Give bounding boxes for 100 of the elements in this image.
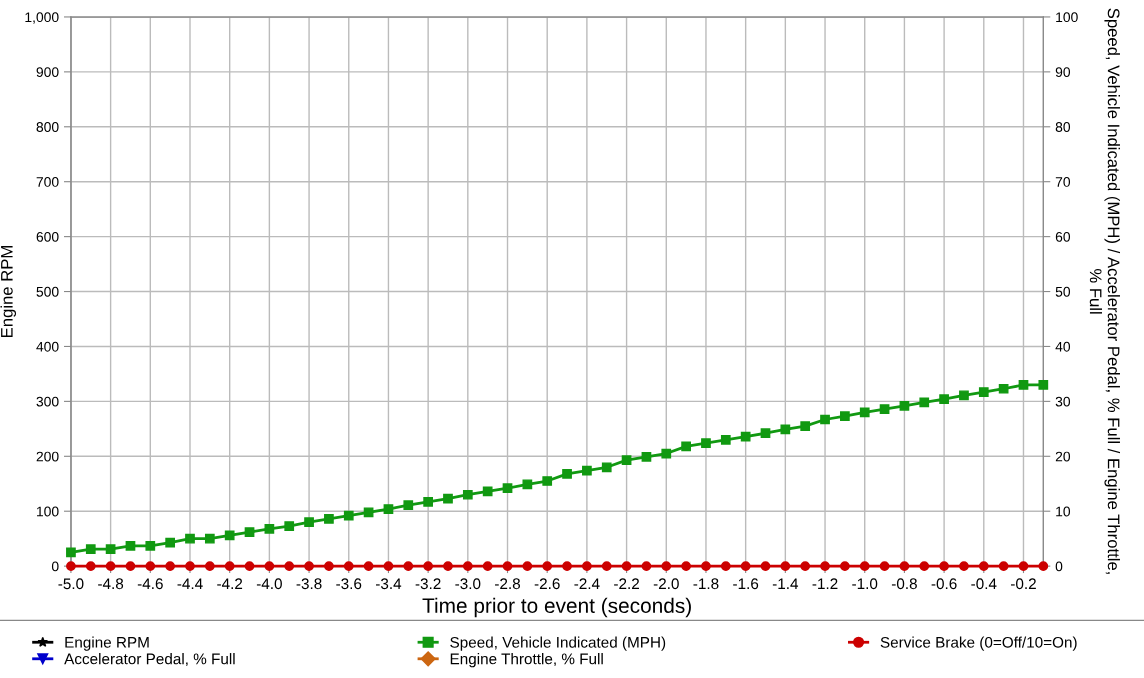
point	[363, 507, 374, 518]
y2-tick-label: 0	[1055, 561, 1063, 572]
point	[820, 561, 830, 571]
point	[998, 383, 1009, 394]
point	[740, 561, 751, 571]
point	[720, 434, 731, 445]
y-tick-label: 400	[36, 341, 59, 352]
point	[105, 561, 116, 571]
x-tick-label: -4.6	[137, 578, 163, 590]
point	[681, 561, 691, 571]
y-tick-label: 200	[36, 451, 59, 462]
x-tick-label: -2.2	[614, 578, 639, 590]
point	[919, 561, 930, 571]
point	[959, 561, 969, 571]
point	[284, 521, 295, 531]
point	[562, 469, 572, 479]
point	[244, 527, 255, 537]
point	[601, 462, 612, 473]
x-axis-title: Time prior to event (seconds)	[422, 597, 691, 618]
point	[462, 489, 473, 500]
point	[701, 561, 711, 571]
point	[204, 561, 215, 571]
point	[403, 500, 414, 511]
point	[224, 561, 235, 571]
point	[701, 438, 711, 448]
point	[343, 561, 354, 571]
y-tick-label: 100	[37, 506, 59, 517]
x-tick-label: -0.2	[1011, 578, 1036, 590]
y2-tick-label: 50	[1055, 286, 1071, 297]
point	[85, 544, 96, 554]
x-tick-label: -1.2	[812, 578, 838, 590]
point	[542, 561, 553, 571]
legend-label: Engine RPM	[65, 636, 149, 651]
point	[760, 428, 771, 439]
point	[879, 561, 890, 571]
y2-axis-title: Speed, Vehicle Indicated (MPH) / Accelerator Pedal, % Full / Engine Throttle, % Full	[1089, 8, 1120, 574]
point	[482, 486, 493, 497]
point	[343, 510, 354, 521]
x-tick-label: -2.4	[574, 578, 600, 590]
point	[562, 561, 572, 571]
point	[820, 414, 830, 425]
point	[661, 561, 672, 571]
point	[939, 561, 949, 571]
y-tick-label: 500	[36, 286, 59, 297]
point	[1018, 380, 1029, 390]
point	[760, 561, 771, 571]
x-tick-label: -5.0	[58, 578, 84, 590]
x-tick-label: -3.0	[455, 578, 481, 590]
point	[482, 561, 493, 571]
point	[304, 561, 314, 571]
point	[641, 451, 652, 462]
x-tick-label: -4.8	[98, 578, 124, 590]
point	[859, 407, 870, 418]
point	[363, 561, 374, 571]
point	[740, 431, 751, 442]
point	[324, 561, 334, 571]
y-tick-label: 1,000	[25, 12, 59, 24]
point	[859, 561, 870, 571]
legend-label: Speed, Vehicle Indicated (MPH)	[450, 636, 666, 651]
x-tick-label: -4.0	[256, 578, 282, 590]
legend-label: Service Brake (0=Off/10=On)	[880, 636, 1077, 651]
point	[601, 561, 612, 571]
y2-tick-label: 90	[1055, 67, 1071, 78]
point	[403, 561, 414, 571]
x-tick-label: -0.8	[891, 578, 917, 590]
point	[939, 394, 949, 405]
point	[582, 561, 592, 571]
y2-tick-label: 100	[1056, 12, 1078, 23]
point	[264, 523, 275, 534]
point	[165, 537, 176, 548]
point	[264, 561, 275, 571]
point	[502, 483, 513, 494]
point	[522, 479, 533, 490]
point	[304, 517, 314, 528]
point	[800, 561, 811, 571]
y2-tick-label: 10	[1056, 506, 1071, 517]
x-tick-label: -4.2	[217, 578, 243, 590]
y-tick-label: 600	[36, 231, 59, 242]
y2-tick-label: 30	[1055, 396, 1071, 407]
point	[383, 561, 394, 571]
x-tick-label: -3.2	[415, 578, 441, 590]
point	[780, 424, 791, 435]
point	[899, 400, 910, 411]
point	[125, 540, 136, 551]
point	[423, 561, 433, 571]
point	[919, 397, 930, 408]
point	[125, 561, 136, 571]
point	[324, 514, 334, 524]
point	[105, 544, 116, 554]
point	[145, 561, 156, 571]
y-tick-label: 300	[36, 396, 59, 407]
y-axis-title: Engine RPM	[0, 246, 17, 337]
y-tick-label: 700	[36, 177, 59, 187]
x-tick-label: -2.6	[534, 578, 560, 590]
point	[204, 533, 215, 544]
point	[423, 497, 433, 507]
point	[502, 561, 513, 571]
point	[978, 387, 989, 397]
x-tick-label: -4.4	[177, 578, 203, 590]
point	[621, 455, 632, 466]
